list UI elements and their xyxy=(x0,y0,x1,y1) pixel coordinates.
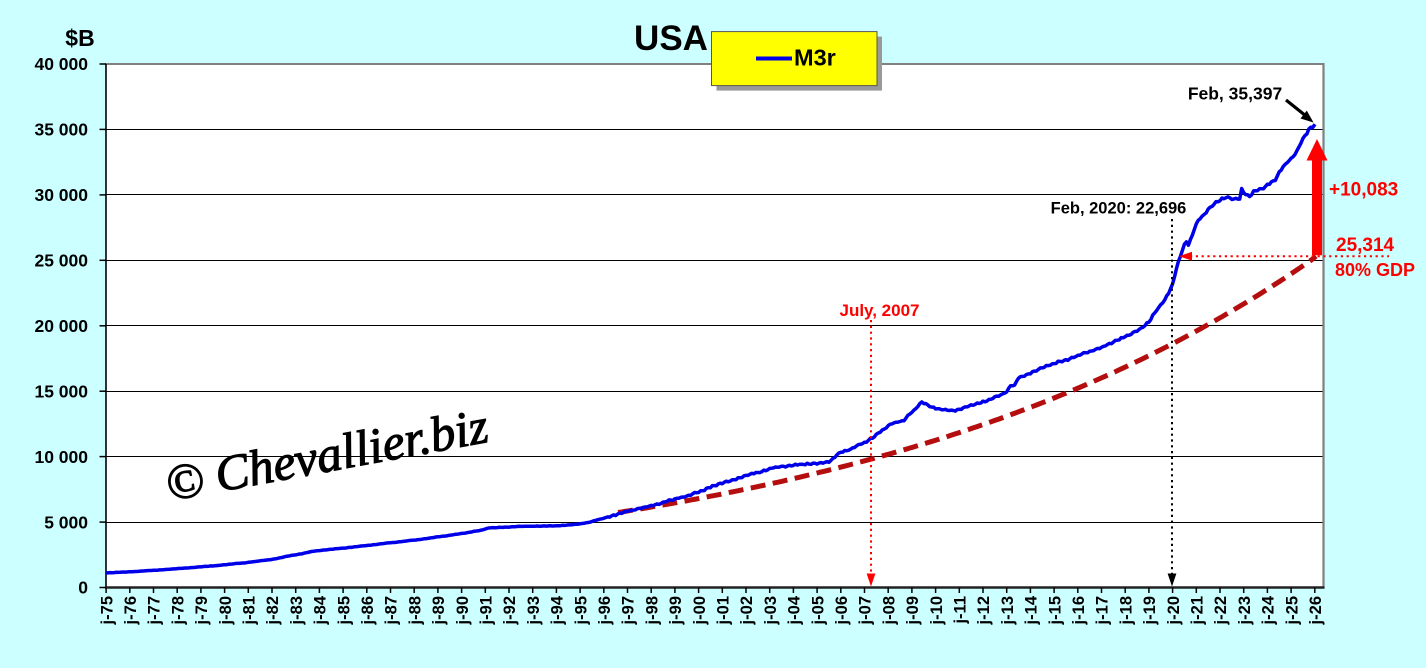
svg-text:j-80: j-80 xyxy=(217,596,235,625)
svg-text:5 000: 5 000 xyxy=(44,512,88,532)
svg-text:j-17: j-17 xyxy=(1094,596,1112,625)
svg-text:j-07: j-07 xyxy=(857,596,875,625)
svg-text:j-19: j-19 xyxy=(1141,596,1159,625)
svg-text:j-90: j-90 xyxy=(454,596,472,625)
svg-text:j-09: j-09 xyxy=(904,596,922,625)
svg-text:15 000: 15 000 xyxy=(34,381,88,401)
svg-text:j-95: j-95 xyxy=(572,596,590,625)
svg-text:j-06: j-06 xyxy=(833,596,851,625)
svg-text:M3r: M3r xyxy=(794,45,836,71)
svg-text:20 000: 20 000 xyxy=(34,316,88,336)
svg-text:j-10: j-10 xyxy=(928,596,946,625)
svg-text:$B: $B xyxy=(65,25,94,51)
svg-text:j-89: j-89 xyxy=(430,596,448,625)
svg-text:j-08: j-08 xyxy=(880,596,898,625)
svg-text:j-02: j-02 xyxy=(738,596,756,625)
svg-text:10 000: 10 000 xyxy=(34,447,88,467)
svg-text:j-23: j-23 xyxy=(1236,596,1254,625)
svg-text:j-22: j-22 xyxy=(1212,596,1230,625)
svg-text:j-11: j-11 xyxy=(952,596,970,625)
svg-text:j-15: j-15 xyxy=(1046,596,1064,625)
svg-text:j-77: j-77 xyxy=(146,596,164,625)
svg-text:j-12: j-12 xyxy=(975,596,993,625)
svg-text:j-94: j-94 xyxy=(549,595,567,625)
svg-text:USA: USA xyxy=(634,19,708,58)
svg-text:j-98: j-98 xyxy=(643,596,661,625)
svg-text:80% GDP: 80% GDP xyxy=(1335,260,1415,280)
svg-text:July, 2007: July, 2007 xyxy=(839,301,919,320)
svg-text:35 000: 35 000 xyxy=(34,120,88,140)
svg-text:j-86: j-86 xyxy=(359,596,377,625)
svg-text:25,314: 25,314 xyxy=(1336,235,1395,256)
svg-text:j-78: j-78 xyxy=(169,596,187,625)
svg-text:j-18: j-18 xyxy=(1117,596,1135,625)
svg-text:j-76: j-76 xyxy=(122,596,140,625)
svg-text:j-82: j-82 xyxy=(264,596,282,625)
svg-text:j-85: j-85 xyxy=(335,596,353,625)
svg-text:j-84: j-84 xyxy=(312,595,330,625)
svg-text:j-81: j-81 xyxy=(241,596,259,625)
svg-text:j-01: j-01 xyxy=(715,596,733,625)
svg-text:30 000: 30 000 xyxy=(34,185,88,205)
svg-text:j-79: j-79 xyxy=(193,596,211,625)
svg-text:j-24: j-24 xyxy=(1260,595,1278,625)
svg-text:j-91: j-91 xyxy=(478,596,496,625)
svg-text:j-92: j-92 xyxy=(501,596,519,625)
svg-text:j-83: j-83 xyxy=(288,596,306,625)
svg-text:+10,083: +10,083 xyxy=(1329,180,1398,201)
svg-text:j-13: j-13 xyxy=(999,596,1017,625)
svg-text:j-00: j-00 xyxy=(691,596,709,625)
svg-text:0: 0 xyxy=(78,578,88,598)
svg-text:Feb, 35,397: Feb, 35,397 xyxy=(1188,84,1282,104)
svg-text:j-04: j-04 xyxy=(786,595,804,625)
svg-text:j-03: j-03 xyxy=(762,596,780,625)
svg-text:j-20: j-20 xyxy=(1165,596,1183,625)
svg-text:j-05: j-05 xyxy=(809,596,827,625)
svg-text:j-25: j-25 xyxy=(1283,596,1301,625)
svg-text:25 000: 25 000 xyxy=(34,251,88,271)
svg-text:j-96: j-96 xyxy=(596,596,614,625)
svg-text:j-14: j-14 xyxy=(1023,595,1041,625)
svg-text:j-26: j-26 xyxy=(1307,596,1325,625)
svg-text:j-88: j-88 xyxy=(406,596,424,625)
svg-text:j-21: j-21 xyxy=(1189,596,1207,625)
svg-text:j-97: j-97 xyxy=(620,596,638,625)
svg-text:Feb, 2020: 22,696: Feb, 2020: 22,696 xyxy=(1051,200,1187,218)
svg-text:j-75: j-75 xyxy=(98,596,116,625)
svg-text:j-16: j-16 xyxy=(1070,596,1088,625)
svg-text:40 000: 40 000 xyxy=(34,54,88,74)
svg-text:j-99: j-99 xyxy=(667,596,685,625)
svg-text:j-93: j-93 xyxy=(525,596,543,625)
svg-text:j-87: j-87 xyxy=(383,596,401,625)
